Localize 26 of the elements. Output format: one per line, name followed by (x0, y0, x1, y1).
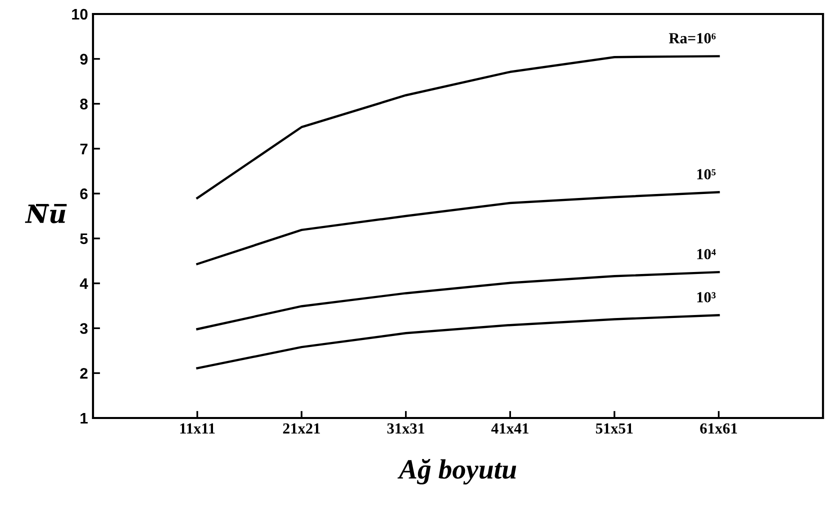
x-tick-label: 51x51 (596, 423, 633, 434)
series-label: 10⁵ (697, 169, 716, 180)
y-axis-title: N̅u̅ (24, 204, 67, 224)
line-series (196, 271, 720, 330)
x-axis-title: Ağ boyutu (398, 458, 516, 484)
x-tick-label: 61x61 (700, 423, 738, 434)
line-series (196, 314, 720, 370)
y-tick-label: 1 (80, 413, 88, 424)
x-tick-label: 31x31 (387, 423, 424, 434)
series-label: 10³ (697, 292, 716, 302)
y-tick-label: 5 (80, 233, 88, 244)
series-label: 10⁴ (697, 248, 716, 260)
y-tick-label: 6 (80, 188, 88, 200)
line-series (196, 191, 720, 266)
y-tick-label: 7 (80, 144, 88, 154)
y-tick-label: 8 (80, 98, 88, 110)
x-tick-label: 21x21 (283, 423, 320, 434)
x-tick-label: 41x41 (491, 423, 528, 434)
x-tick-label: 11x11 (180, 423, 215, 434)
y-tick-label: 2 (80, 368, 88, 379)
y-tick-label: 3 (80, 323, 88, 334)
y-tick-label: 9 (80, 54, 88, 65)
line-series (196, 55, 720, 200)
series-label: Ra=10⁶ (668, 33, 716, 44)
y-tick-label: 10 (72, 8, 88, 20)
y-tick-label: 4 (80, 278, 88, 289)
